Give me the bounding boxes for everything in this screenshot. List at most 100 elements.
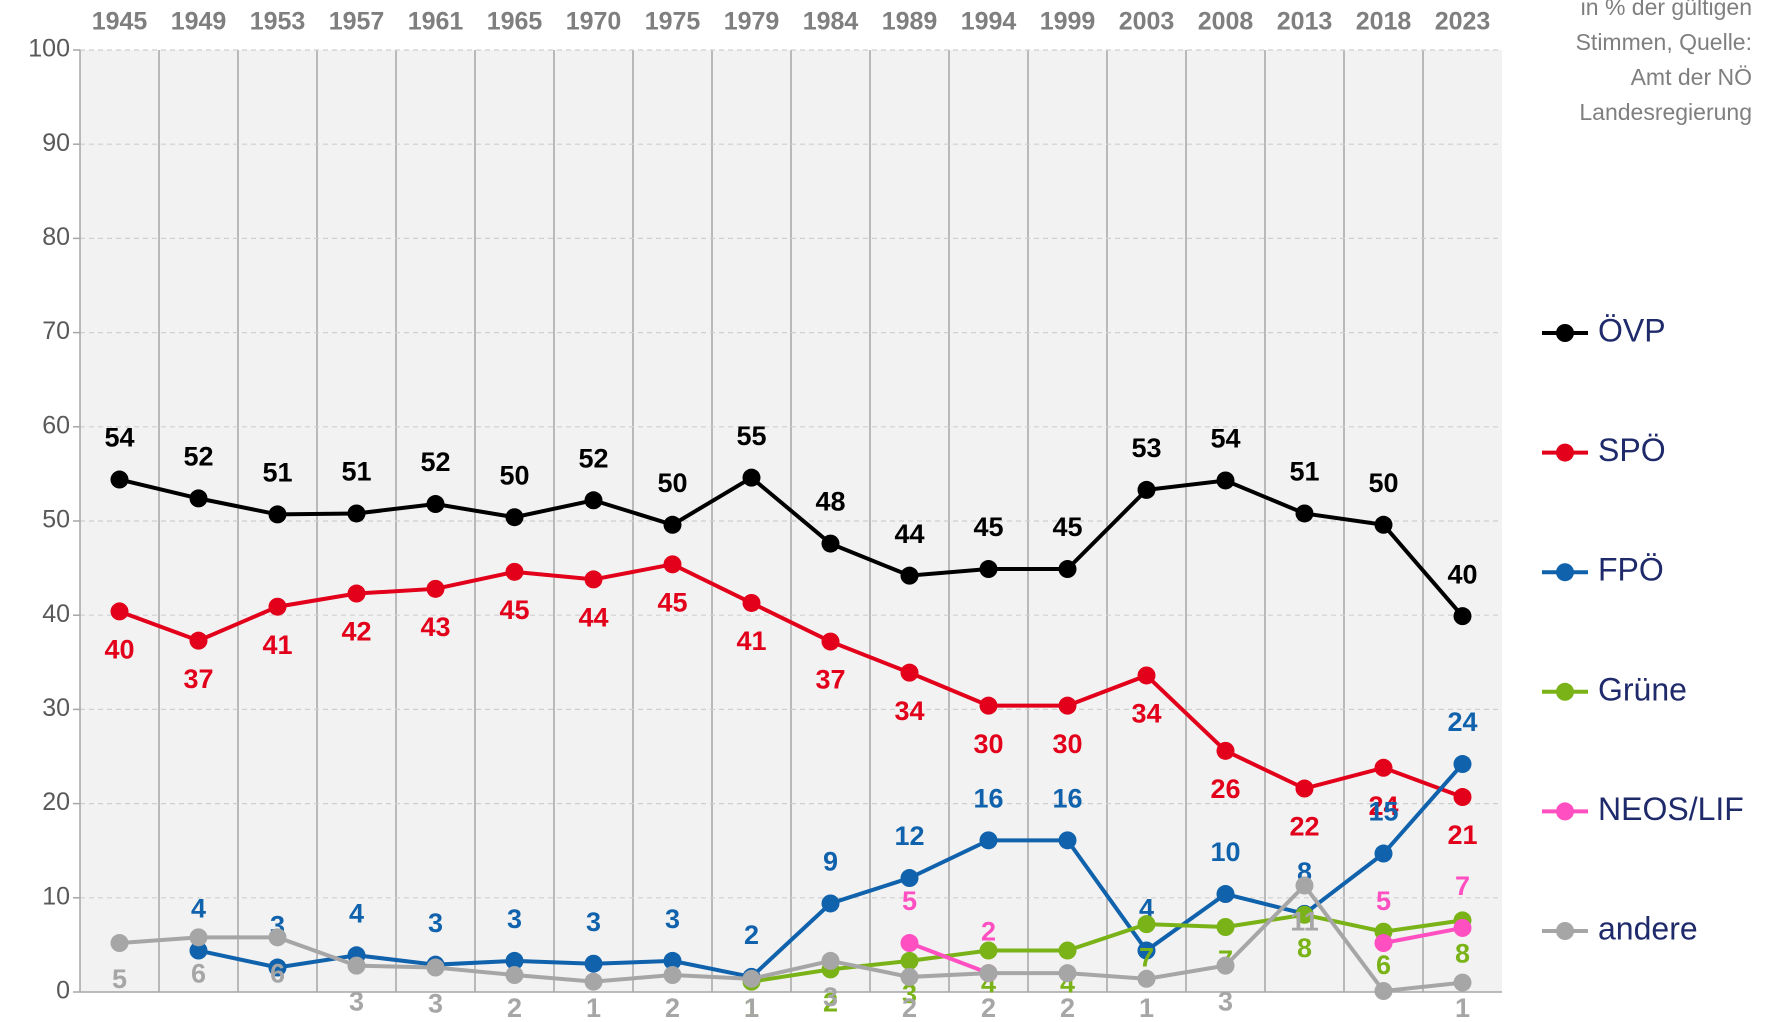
data-label: 1 (1455, 993, 1470, 1022)
data-label: 3 (823, 982, 838, 1012)
data-label: 50 (1368, 468, 1398, 498)
series-line (119, 882, 1463, 994)
data-point (1058, 831, 1077, 850)
data-label: 4 (191, 894, 206, 924)
data-point (1058, 696, 1077, 715)
data-label: 12 (894, 821, 924, 851)
x-tick-label: 1965 (487, 8, 543, 36)
data-label: 26 (1210, 774, 1240, 804)
data-point (268, 928, 287, 947)
legend-label: ÖVP (1598, 312, 1666, 348)
data-point (1058, 941, 1077, 960)
annotation: in % der gültigen (1581, 0, 1752, 20)
x-tick-label: 2023 (1435, 8, 1491, 36)
y-tick-label: 20 (42, 788, 70, 816)
data-point (663, 555, 682, 574)
x-tick-label: 1970 (566, 8, 622, 36)
data-label: 6 (1376, 950, 1391, 980)
data-label: 15 (1368, 797, 1398, 827)
data-label: 5 (902, 886, 917, 916)
data-point (821, 632, 840, 651)
data-label: 16 (1052, 783, 1082, 813)
series-line (119, 475, 1465, 618)
data-label: 45 (657, 587, 687, 617)
data-label: 3 (428, 908, 443, 938)
data-label: 45 (1052, 512, 1082, 542)
x-tick-label: 1975 (645, 8, 701, 36)
data-point (189, 941, 208, 960)
data-point (979, 696, 998, 715)
data-point (426, 579, 445, 598)
data-label: 3 (349, 987, 364, 1017)
data-label: 3 (586, 907, 601, 937)
x-tick-label: 1989 (882, 8, 938, 36)
data-point (505, 951, 524, 970)
legend-marker (1556, 802, 1574, 821)
data-label: 41 (262, 630, 292, 660)
data-point (1216, 918, 1235, 937)
legend-label: Grüne (1598, 671, 1687, 707)
y-tick-label: 10 (42, 882, 70, 910)
data-label: 10 (1210, 837, 1240, 867)
legend-label: FPÖ (1598, 552, 1664, 588)
y-tick-label: 80 (42, 223, 70, 251)
data-point (1374, 844, 1393, 863)
data-label: 40 (1447, 559, 1477, 589)
x-tick-label: 2008 (1198, 8, 1254, 36)
data-point (584, 972, 603, 991)
data-label: 51 (341, 457, 371, 487)
data-label: 6 (191, 958, 206, 988)
data-label: 24 (1368, 791, 1398, 821)
data-label: 54 (1210, 424, 1240, 454)
data-label: 5 (112, 964, 127, 994)
data-label: 50 (499, 460, 529, 490)
data-point (1216, 885, 1235, 904)
data-label: 9 (823, 847, 838, 877)
data-label: 44 (578, 603, 608, 633)
data-label: 8 (1297, 933, 1312, 963)
data-label: 1 (586, 993, 601, 1022)
data-point (1453, 607, 1472, 626)
data-label: 41 (736, 626, 766, 656)
data-label: 11 (1290, 907, 1319, 937)
data-label: 2 (1060, 993, 1075, 1022)
x-tick-label: 1953 (250, 8, 306, 36)
x-tick-label: 1961 (408, 8, 464, 36)
data-point (1453, 788, 1472, 807)
data-point (347, 956, 366, 975)
data-point (110, 470, 129, 489)
x-tick-label: 2018 (1356, 8, 1412, 36)
data-label: 44 (894, 519, 924, 549)
data-point (900, 934, 919, 953)
data-point (821, 894, 840, 913)
data-label: 34 (1131, 699, 1161, 729)
data-point (663, 951, 682, 970)
data-point (1295, 905, 1314, 924)
data-point (1374, 982, 1393, 1001)
data-point (979, 964, 998, 983)
data-label: 16 (973, 783, 1003, 813)
data-label: 34 (894, 696, 924, 726)
data-point (900, 663, 919, 682)
x-tick-label: 1984 (803, 8, 859, 36)
data-label: 1 (1139, 993, 1154, 1022)
y-tick-label: 60 (42, 411, 70, 439)
data-point (663, 966, 682, 985)
data-point (821, 951, 840, 970)
x-tick-label: 1999 (1040, 8, 1096, 36)
series-line (751, 912, 1463, 984)
data-point (426, 958, 445, 977)
data-label: 30 (1052, 729, 1082, 759)
data-point (1453, 973, 1472, 992)
data-label: 52 (578, 443, 608, 473)
data-label: 40 (104, 635, 134, 665)
data-point (1374, 515, 1393, 534)
data-point (900, 566, 919, 585)
data-point (1295, 504, 1314, 523)
data-point (189, 928, 208, 947)
data-label: 21 (1447, 820, 1477, 850)
data-point (979, 831, 998, 850)
data-label: 42 (341, 617, 371, 647)
annotation: Landesregierung (1579, 99, 1752, 125)
